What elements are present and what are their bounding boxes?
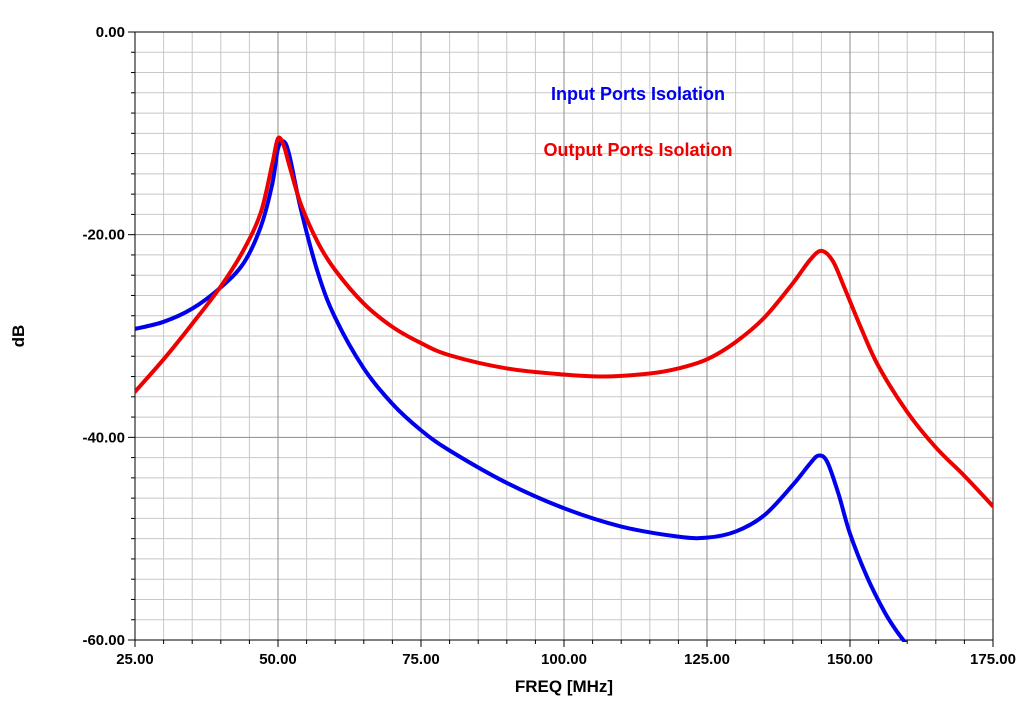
x-tick-label: 100.00 — [541, 651, 587, 668]
x-tick-label: 50.00 — [259, 651, 297, 668]
legend-output-ports-isolation: Output Ports Isolation — [544, 140, 733, 160]
legend-input-ports-isolation: Input Ports Isolation — [551, 84, 725, 104]
y-tick-label: 0.00 — [96, 24, 125, 41]
x-tick-label: 125.00 — [684, 651, 730, 668]
series-line-1 — [135, 135, 993, 509]
x-axis-ticks: 25.00 50.00 75.00 100.00 125.00 150.00 175.00 — [116, 640, 1016, 668]
y-axis-label: dB — [9, 325, 28, 348]
y-tick-label: -20.00 — [82, 227, 125, 244]
series-line-0 — [135, 139, 908, 642]
x-tick-label: 25.00 — [116, 651, 154, 668]
y-axis-ticks: 0.00 -20.00 -40.00 -60.00 — [82, 24, 135, 649]
y-tick-label: -60.00 — [82, 632, 125, 649]
series-layer — [135, 135, 993, 642]
y-tick-label: -40.00 — [82, 429, 125, 446]
x-tick-label: 150.00 — [827, 651, 873, 668]
x-axis-label: FREQ [MHz] — [515, 677, 613, 696]
x-tick-label: 175.00 — [970, 651, 1016, 668]
major-grid — [135, 32, 993, 640]
x-tick-label: 75.00 — [402, 651, 440, 668]
